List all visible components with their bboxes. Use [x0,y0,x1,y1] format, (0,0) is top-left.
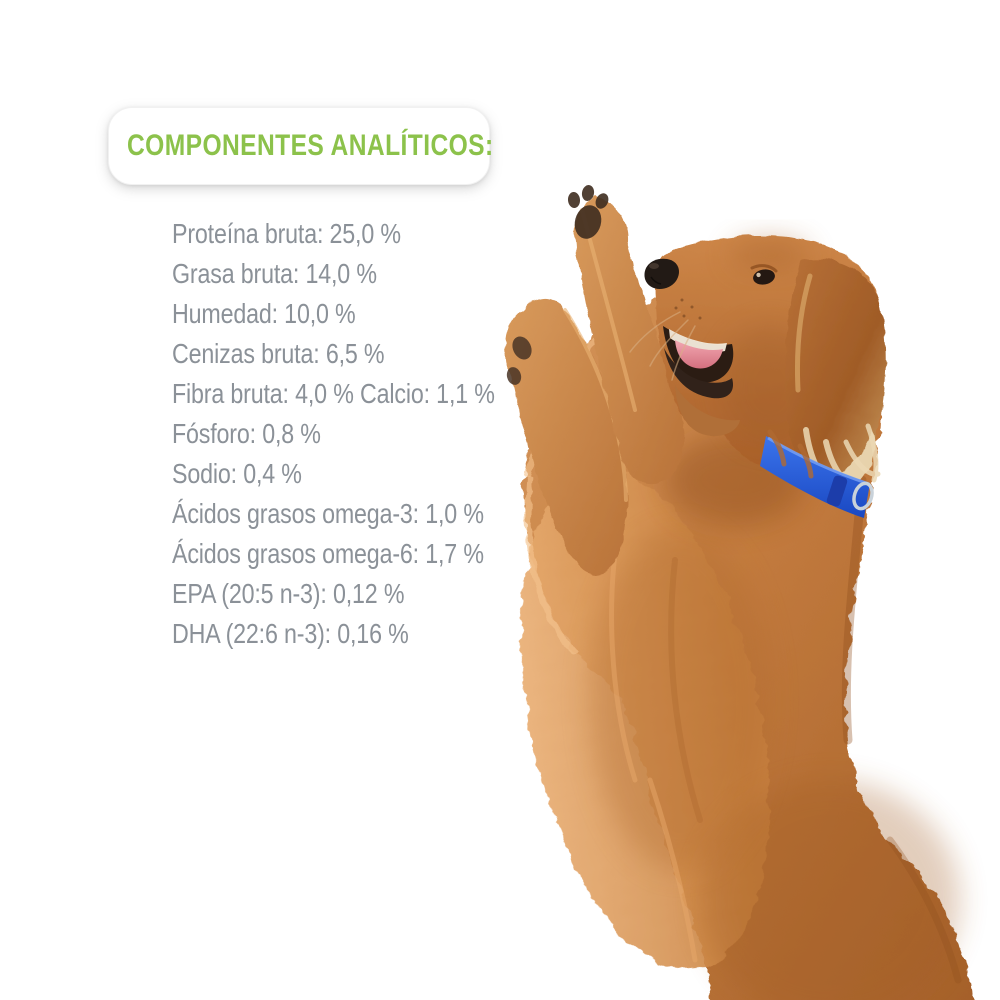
dog-photo [470,180,1000,1000]
analytics-card: COMPONENTES ANALÍTICOS: [108,107,493,185]
component-line: DHA (22:6 n-3): 0,16 % [172,618,409,649]
dog-teeth [669,329,727,353]
component-line: Humedad: 10,0 % [172,298,356,329]
dog-whiskers [629,298,702,381]
dog-chin-fur [675,385,740,437]
component-line: EPA (20:5 n-3): 0,12 % [172,578,405,609]
paw-pads [506,336,532,385]
component-line: Grasa bruta: 14,0 % [172,258,377,289]
component-line: Cenizas bruta: 6,5 % [172,338,385,369]
collar-ring [852,481,874,511]
dog-tongue [675,340,723,369]
component-line: Sodio: 0,4 % [172,458,302,489]
analytics-card-title: COMPONENTES ANALÍTICOS: [127,129,494,162]
dog-front-leg-right [567,185,685,485]
component-line: Fósforo: 0,8 % [172,418,321,449]
paw-pads [567,185,609,239]
component-line: Proteína bruta: 25,0 % [172,218,401,249]
component-line: Ácidos grasos omega-3: 1,0 % [172,498,484,529]
dog-collar [760,429,874,518]
dog-eye [753,269,775,285]
dog-lower-jaw [664,348,734,399]
dog-illustration [505,185,974,1000]
component-line: Ácidos grasos omega-6: 1,7 % [172,538,484,569]
collar-keeper [826,475,848,507]
component-line: Fibra bruta: 4,0 % Calcio: 1,1 % [172,378,495,409]
components-list: Proteína bruta: 25,0 % Grasa bruta: 14,0… [172,214,495,654]
